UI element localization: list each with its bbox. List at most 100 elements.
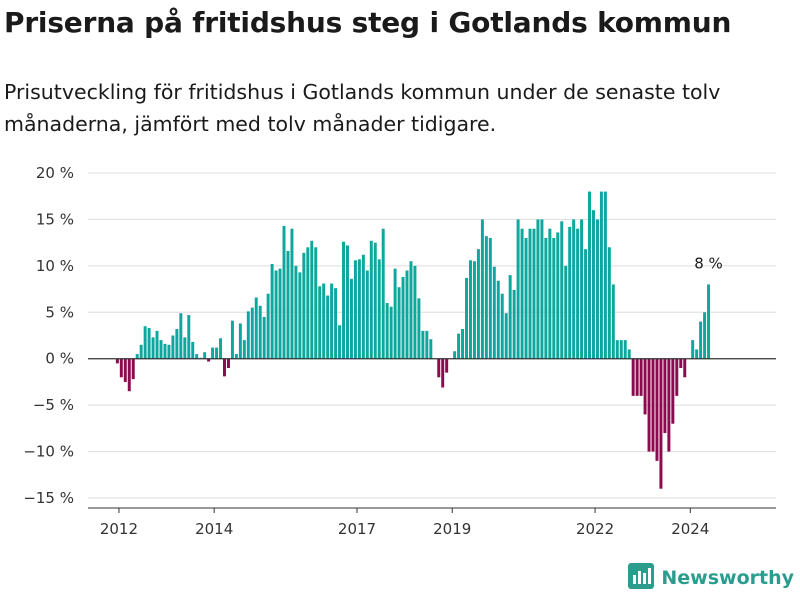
- bar: [699, 321, 703, 359]
- x-axis-ticks: 2012 2014 2017 2019 2022 2024: [100, 508, 709, 538]
- bar: [369, 240, 373, 359]
- bar: [282, 225, 286, 359]
- bar: [595, 219, 599, 359]
- bar: [679, 358, 683, 368]
- bar: [246, 311, 250, 359]
- bar: [465, 277, 469, 359]
- bar: [512, 290, 516, 359]
- bar: [695, 349, 699, 359]
- bar: [298, 272, 302, 359]
- bar: [179, 313, 183, 359]
- bar: [603, 191, 607, 359]
- bar: [639, 358, 643, 396]
- bar: [453, 351, 457, 359]
- bars: [115, 191, 711, 489]
- bar: [623, 340, 627, 359]
- y-tick-label: −15 %: [23, 489, 74, 507]
- bar: [683, 358, 687, 378]
- bar: [663, 358, 667, 433]
- bar: [147, 328, 151, 359]
- bar: [151, 337, 155, 359]
- bar: [655, 358, 659, 461]
- bar: [135, 354, 139, 359]
- bar: [274, 270, 278, 359]
- bar: [226, 358, 230, 368]
- bar: [262, 316, 266, 359]
- bar: [234, 354, 238, 359]
- bar: [314, 247, 318, 359]
- bar: [215, 347, 219, 359]
- x-tick-label: 2024: [671, 520, 709, 538]
- bar: [167, 344, 171, 359]
- bar: [294, 265, 298, 359]
- y-tick-label: 20 %: [36, 164, 74, 182]
- bar: [568, 226, 572, 359]
- bar: [389, 306, 393, 359]
- bar: [191, 342, 195, 359]
- bar: [254, 297, 258, 359]
- bar: [207, 358, 211, 362]
- bar: [242, 340, 246, 359]
- bar: [163, 343, 167, 359]
- bar: [540, 219, 544, 359]
- bar: [326, 295, 330, 359]
- bar: [306, 247, 310, 359]
- bar: [115, 358, 119, 364]
- bar: [155, 330, 159, 359]
- bar: [238, 323, 242, 359]
- bar: [461, 329, 465, 359]
- bar: [476, 249, 480, 359]
- bar: [580, 219, 584, 359]
- bar: [647, 358, 651, 452]
- bar: [536, 219, 540, 359]
- bar: [667, 358, 671, 452]
- chart-subtitle: Prisutveckling för fritidshus i Gotlands…: [4, 80, 721, 136]
- bar: [707, 284, 711, 359]
- bar: [500, 293, 504, 359]
- bar: [492, 266, 496, 359]
- x-tick-label: 2014: [195, 520, 233, 538]
- bar: [556, 232, 560, 359]
- bar: [413, 265, 417, 359]
- bar: [635, 358, 639, 396]
- grid-lines: [88, 172, 776, 499]
- bar: [599, 191, 603, 359]
- x-tick-label: 2019: [433, 520, 471, 538]
- bar: [123, 358, 127, 382]
- bar: [520, 228, 524, 359]
- bar: [290, 228, 294, 359]
- annotations: 8 %: [694, 254, 723, 272]
- bar: [564, 265, 568, 359]
- bar: [266, 293, 270, 359]
- x-tick-label: 2017: [338, 520, 376, 538]
- bar: [472, 261, 476, 359]
- bar: [361, 254, 365, 359]
- bar: [187, 315, 191, 359]
- bar: [310, 240, 314, 359]
- bar: [357, 259, 361, 359]
- bar: [429, 339, 433, 359]
- bar: [548, 228, 552, 359]
- bar: [286, 251, 290, 359]
- bar: [584, 249, 588, 359]
- y-axis-tick-labels: 20 % 15 % 10 % 5 % 0 % −5 % −10 % −15 %: [23, 164, 74, 507]
- bar: [330, 283, 334, 359]
- bar: [258, 305, 262, 359]
- bar: [611, 284, 615, 359]
- brand-logo: Newsworthy: [627, 562, 794, 594]
- bar: [588, 191, 591, 359]
- bar: [175, 329, 179, 359]
- bar: [353, 260, 357, 359]
- bar: [334, 288, 338, 359]
- bar: [171, 335, 175, 359]
- bar: [572, 219, 576, 359]
- bar: [377, 259, 381, 359]
- bar: [619, 340, 623, 359]
- bar: [211, 347, 215, 359]
- y-tick-label: −5 %: [33, 396, 74, 414]
- bar: [119, 358, 123, 378]
- bar: [346, 245, 349, 359]
- bar: [302, 252, 306, 359]
- bar: [349, 278, 353, 359]
- bar: [441, 358, 445, 388]
